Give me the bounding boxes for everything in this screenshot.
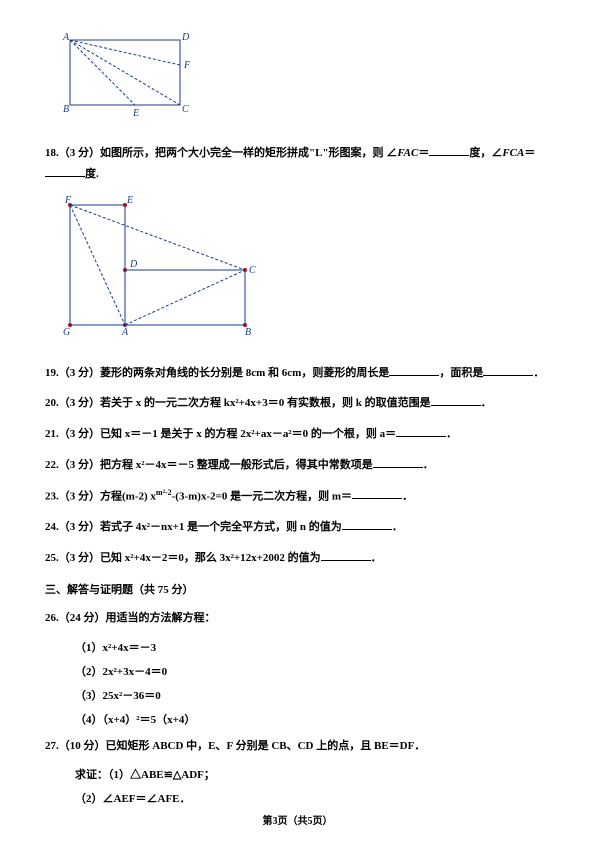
label-D: D [181, 32, 190, 43]
label2-B: B [245, 327, 251, 338]
question-27-line2: 求证：（1）△ABE≌△ADF； [75, 766, 550, 782]
question-26: 26.（24 分）用适当的方法解方程： [45, 609, 550, 629]
label-A: A [62, 32, 70, 43]
question-23: 23.（3 分）方程(m-2) xm²-2-(3-m)x-2=0 是一元二次方程… [45, 486, 550, 507]
q18-mid2: ＝ [524, 147, 535, 159]
q18-prefix: 18.（3 分）如图所示，把两个大小完全一样的矩形拼成"L"形图案，则 ∠ [45, 147, 397, 159]
q23-mid: -(3-m)x-2=0 是一元二次方程，则 m＝ [172, 490, 352, 502]
q21-end: ． [446, 428, 457, 440]
page-footer: 第3页（共5页） [0, 812, 595, 827]
q19-end: ． [533, 367, 544, 379]
q18-angle1: FAC [397, 147, 418, 159]
label2-C: C [249, 265, 256, 276]
label2-D: D [129, 259, 138, 270]
q18-unit2: 度. [85, 168, 99, 180]
question-27-line3: （2）∠AEF＝∠AFE． [75, 790, 550, 806]
q18-angle2: FCA [502, 147, 524, 159]
figure-rectangle-aef: A B C D E F [55, 30, 550, 128]
q23-end: ． [402, 490, 413, 502]
q22-end: ． [423, 459, 434, 471]
q18-unit1: 度，∠ [469, 147, 502, 159]
question-25: 25.（3 分）已知 x²+4x－2＝0，那么 3x²+12x+2002 的值为… [45, 548, 550, 569]
q25-text: 25.（3 分）已知 x²+4x－2＝0，那么 3x²+12x+2002 的值为 [45, 552, 321, 564]
q23-pre: 23.（3 分）方程(m-2) x [45, 490, 156, 502]
label-B: B [63, 104, 69, 115]
question-22: 22.（3 分）把方程 x²－4x＝－5 整理成一般形式后，得其中常数项是 ． [45, 455, 550, 476]
q26-sub2: （2）2x²+3x－4＝0 [75, 663, 550, 679]
q24-text: 24.（3 分）若式子 4x²－nx+1 是一个完全平方式，则 n 的值为 [45, 521, 342, 533]
label-E: E [132, 108, 139, 119]
label-C: C [182, 104, 189, 115]
q24-end: ． [392, 521, 403, 533]
question-27-line1: 27.（10 分）已知矩形 ABCD 中，E、F 分别是 CB、CD 上的点，且… [45, 737, 550, 757]
question-24: 24.（3 分）若式子 4x²－nx+1 是一个完全平方式，则 n 的值为 ． [45, 517, 550, 538]
q26-sub4: （4）（x+4）²＝5（x+4） [75, 711, 550, 727]
q23-exp: m²-2 [156, 488, 172, 497]
q19-mid: ，面积是 [439, 367, 483, 379]
figure-l-shape: F E D C G A B [55, 195, 550, 348]
label-F: F [183, 60, 191, 71]
blank-21 [396, 424, 446, 437]
question-19: 19.（3 分）菱形的两条对角线的长分别是 8cm 和 6cm，则菱形的周长是 ，… [45, 363, 550, 384]
question-20: 20.（3 分）若关于 x 的一元二次方程 kx²+4x+3＝0 有实数根，则 … [45, 393, 550, 414]
q26-sub1: （1）x²+4x＝－3 [75, 639, 550, 655]
blank-18a [429, 143, 469, 156]
blank-19a [389, 363, 439, 376]
blank-24 [342, 517, 392, 530]
q18-mid1: ＝ [418, 147, 429, 159]
q20-end: ． [481, 397, 492, 409]
blank-18b [45, 164, 85, 177]
section-3-header: 三、解答与证明题（共 75 分） [45, 581, 550, 597]
blank-19b [483, 363, 533, 376]
q21-text: 21.（3 分）已知 x＝－1 是关于 x 的方程 2x²+ax－a²＝0 的一… [45, 428, 396, 440]
figure1-svg: A B C D E F [55, 30, 195, 125]
q22-text: 22.（3 分）把方程 x²－4x＝－5 整理成一般形式后，得其中常数项是 [45, 459, 373, 471]
q19-text: 19.（3 分）菱形的两条对角线的长分别是 8cm 和 6cm，则菱形的周长是 [45, 367, 389, 379]
q26-sub3: （3）25x²－36＝0 [75, 687, 550, 703]
blank-22 [373, 455, 423, 468]
label2-A: A [121, 327, 129, 338]
blank-23 [352, 486, 402, 499]
question-18: 18.（3 分）如图所示，把两个大小完全一样的矩形拼成"L"形图案，则 ∠FAC… [45, 143, 550, 185]
label2-E: E [126, 195, 133, 206]
label2-F: F [64, 195, 72, 206]
label2-G: G [63, 327, 70, 338]
question-21: 21.（3 分）已知 x＝－1 是关于 x 的方程 2x²+ax－a²＝0 的一… [45, 424, 550, 445]
blank-25 [321, 548, 371, 561]
blank-20 [431, 393, 481, 406]
q25-end: ． [371, 552, 382, 564]
figure2-svg: F E D C G A B [55, 195, 265, 345]
q20-text: 20.（3 分）若关于 x 的一元二次方程 kx²+4x+3＝0 有实数根，则 … [45, 397, 431, 409]
